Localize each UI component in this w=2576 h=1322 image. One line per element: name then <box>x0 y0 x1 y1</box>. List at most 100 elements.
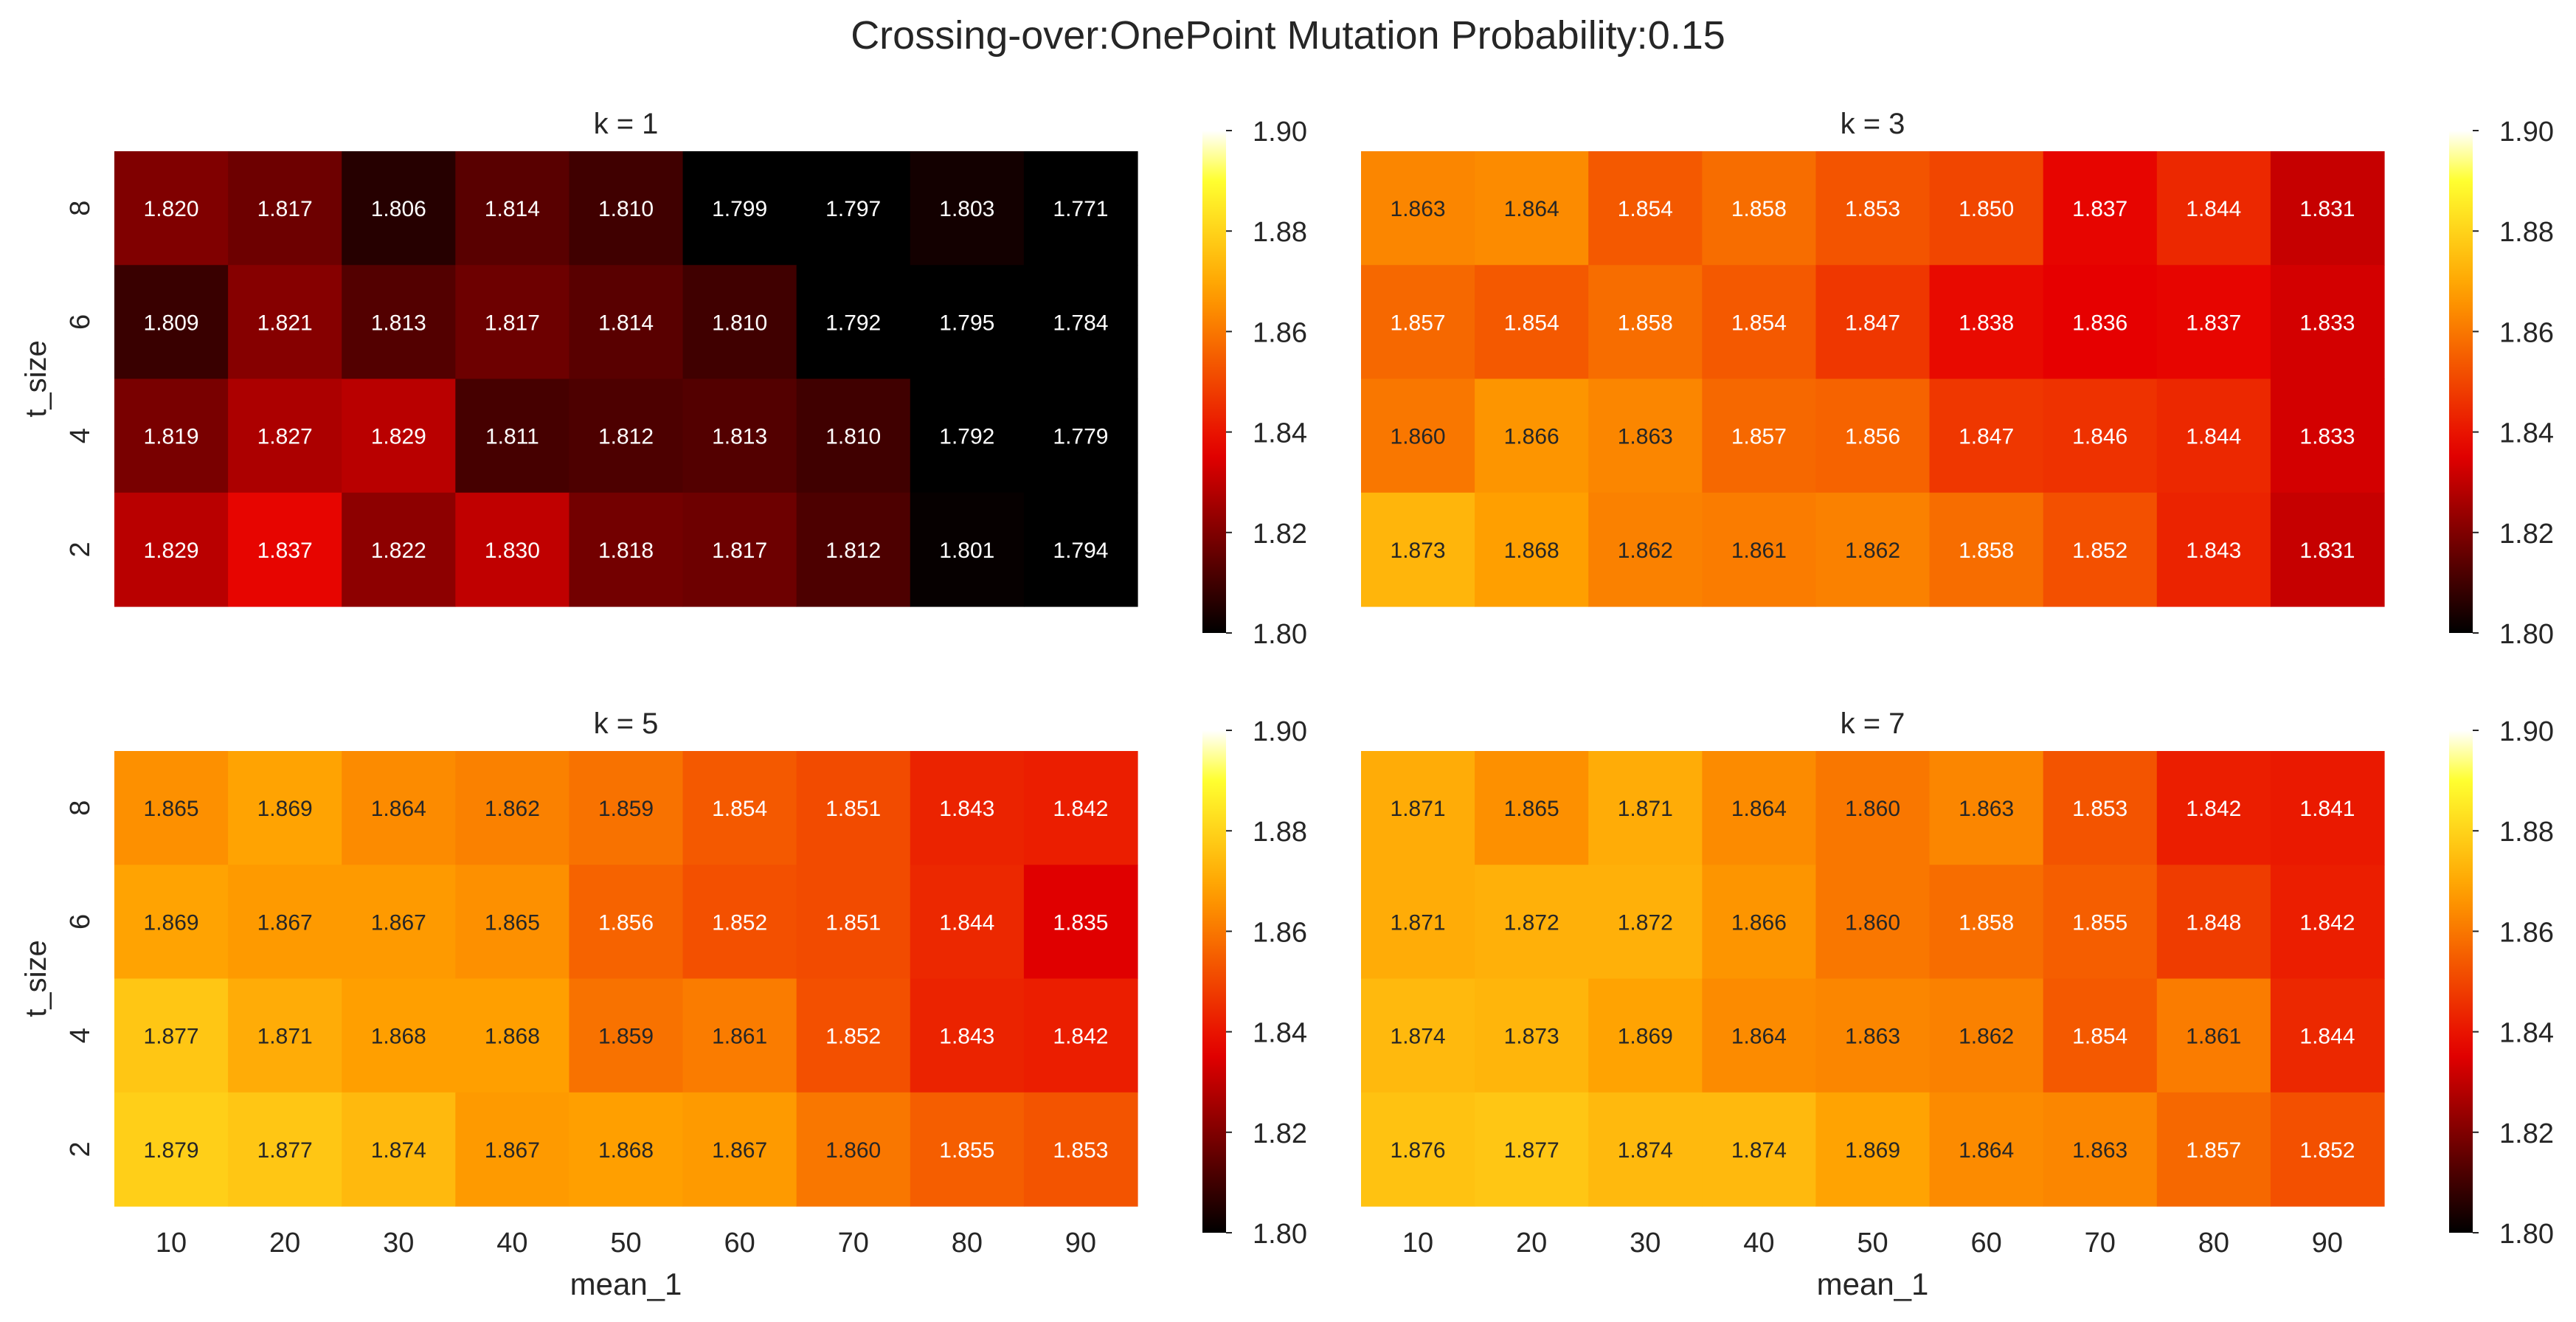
cell-value-label: 1.846 <box>2072 425 2127 449</box>
cell-value-label: 1.853 <box>1053 1138 1108 1163</box>
cell-value-label: 1.829 <box>144 539 199 563</box>
heatmap-cell <box>1815 265 1931 380</box>
cell-value-label: 1.865 <box>1504 797 1559 821</box>
cell-value-label: 1.861 <box>712 1025 767 1049</box>
heatmap-cell <box>910 1092 1025 1207</box>
heatmap-cell <box>1815 865 1931 980</box>
cell-value-label: 1.863 <box>1845 1025 1900 1049</box>
heatmap-cell <box>1023 978 1138 1093</box>
heatmap-cell <box>2043 865 2158 980</box>
colorbar-tick-label: 1.80 <box>2499 1219 2554 1250</box>
cell-value-label: 1.813 <box>371 311 426 335</box>
cell-value-label: 1.871 <box>1391 910 1446 935</box>
heatmap-cell <box>342 751 456 865</box>
cell-value-label: 1.821 <box>257 311 313 335</box>
colorbar <box>1202 730 1226 1233</box>
heatmap-cell <box>569 151 684 266</box>
colorbar-tick-label: 1.84 <box>2499 418 2554 449</box>
cell-value-label: 1.809 <box>144 311 199 335</box>
heatmap-cell <box>1702 751 1817 865</box>
heatmap-cell <box>2270 865 2385 980</box>
x-tick-label: 30 <box>383 1228 414 1259</box>
heatmap-cell <box>2043 378 2158 494</box>
heatmap-cell <box>114 378 229 494</box>
heatmap-cell <box>114 751 229 865</box>
cell-value-label: 1.877 <box>144 1025 199 1049</box>
colorbar-tick-label: 1.90 <box>2499 716 2554 747</box>
heatmap-cell <box>569 978 684 1093</box>
heatmap-cell <box>2156 151 2271 266</box>
y-tick-label: 2 <box>65 1141 96 1157</box>
colorbar <box>1202 131 1226 633</box>
cell-value-label: 1.844 <box>939 910 994 935</box>
heatmap-cell <box>2270 1092 2385 1207</box>
heatmap-cell <box>682 751 797 865</box>
cell-value-label: 1.876 <box>1391 1138 1446 1163</box>
heatmap-cell <box>1361 265 1475 380</box>
heatmap-cell <box>796 751 911 865</box>
heatmap-cell <box>2270 492 2385 607</box>
heatmap-cell <box>2043 978 2158 1093</box>
heatmap-cell <box>342 378 456 494</box>
cell-value-label: 1.830 <box>485 539 540 563</box>
x-axis-label: mean_1 <box>570 1267 682 1301</box>
cell-value-label: 1.792 <box>939 425 994 449</box>
heatmap-cell <box>796 865 911 980</box>
heatmap-cell <box>2156 1092 2271 1207</box>
cell-value-label: 1.842 <box>2299 910 2355 935</box>
y-tick-label: 8 <box>65 201 96 216</box>
heatmap-cell <box>1702 865 1817 980</box>
heatmap-cell <box>1929 265 2044 380</box>
heatmap-panel-3: k = 51.865 1.869 1.864 1.862 1.859 1.854 1.851… <box>20 707 1307 1301</box>
heatmap-cell <box>910 265 1025 380</box>
colorbar <box>2449 131 2473 633</box>
heatmap-cell <box>342 492 456 607</box>
heatmap-cell <box>1361 865 1475 980</box>
cell-value-label: 1.794 <box>1053 539 1108 563</box>
cell-value-label: 1.779 <box>1053 425 1108 449</box>
cell-value-label: 1.869 <box>1618 1025 1673 1049</box>
x-tick-label: 90 <box>1065 1228 1096 1259</box>
cell-value-label: 1.862 <box>1618 539 1673 563</box>
cell-value-label: 1.860 <box>1391 425 1446 449</box>
cell-value-label: 1.827 <box>257 425 313 449</box>
panel-title: k = 1 <box>594 108 659 140</box>
cell-value-label: 1.867 <box>485 1138 540 1163</box>
heatmap-cell <box>1929 865 2044 980</box>
cell-value-label: 1.854 <box>1731 311 1787 335</box>
colorbar-tick-label: 1.82 <box>2499 519 2554 550</box>
cell-value-label: 1.771 <box>1053 197 1108 221</box>
heatmap-cell <box>1588 151 1703 266</box>
heatmap-cell <box>569 751 684 865</box>
cell-value-label: 1.855 <box>2072 910 2127 935</box>
cell-value-label: 1.833 <box>2299 311 2355 335</box>
colorbar-tick-label: 1.82 <box>1253 519 1307 550</box>
cell-value-label: 1.860 <box>1845 910 1900 935</box>
cell-value-label: 1.842 <box>1053 797 1108 821</box>
colorbar-tick-label: 1.90 <box>2499 117 2554 148</box>
cell-value-label: 1.866 <box>1504 425 1559 449</box>
cell-value-label: 1.795 <box>939 311 994 335</box>
cell-value-label: 1.866 <box>1731 910 1787 935</box>
cell-value-label: 1.862 <box>1845 539 1900 563</box>
cell-value-label: 1.861 <box>2186 1025 2241 1049</box>
y-tick-label: 4 <box>65 428 96 443</box>
x-tick-label: 90 <box>2312 1228 2343 1259</box>
heatmap-cell <box>1815 492 1931 607</box>
cell-value-label: 1.837 <box>2186 311 2241 335</box>
heatmap-cell <box>455 378 570 494</box>
x-tick-label: 50 <box>610 1228 641 1259</box>
colorbar-tick-label: 1.82 <box>2499 1118 2554 1149</box>
cell-value-label: 1.877 <box>1504 1138 1559 1163</box>
cell-value-label: 1.868 <box>371 1025 426 1049</box>
cell-value-label: 1.829 <box>371 425 426 449</box>
colorbar-tick-label: 1.82 <box>1253 1118 1307 1149</box>
cell-value-label: 1.812 <box>598 425 654 449</box>
cell-value-label: 1.799 <box>712 197 767 221</box>
colorbar-tick-label: 1.84 <box>1253 418 1307 449</box>
heatmap-cell <box>682 378 797 494</box>
heatmap-cell <box>1929 151 2044 266</box>
y-axis-label: t_size <box>20 340 52 418</box>
cell-value-label: 1.854 <box>2072 1025 2127 1049</box>
